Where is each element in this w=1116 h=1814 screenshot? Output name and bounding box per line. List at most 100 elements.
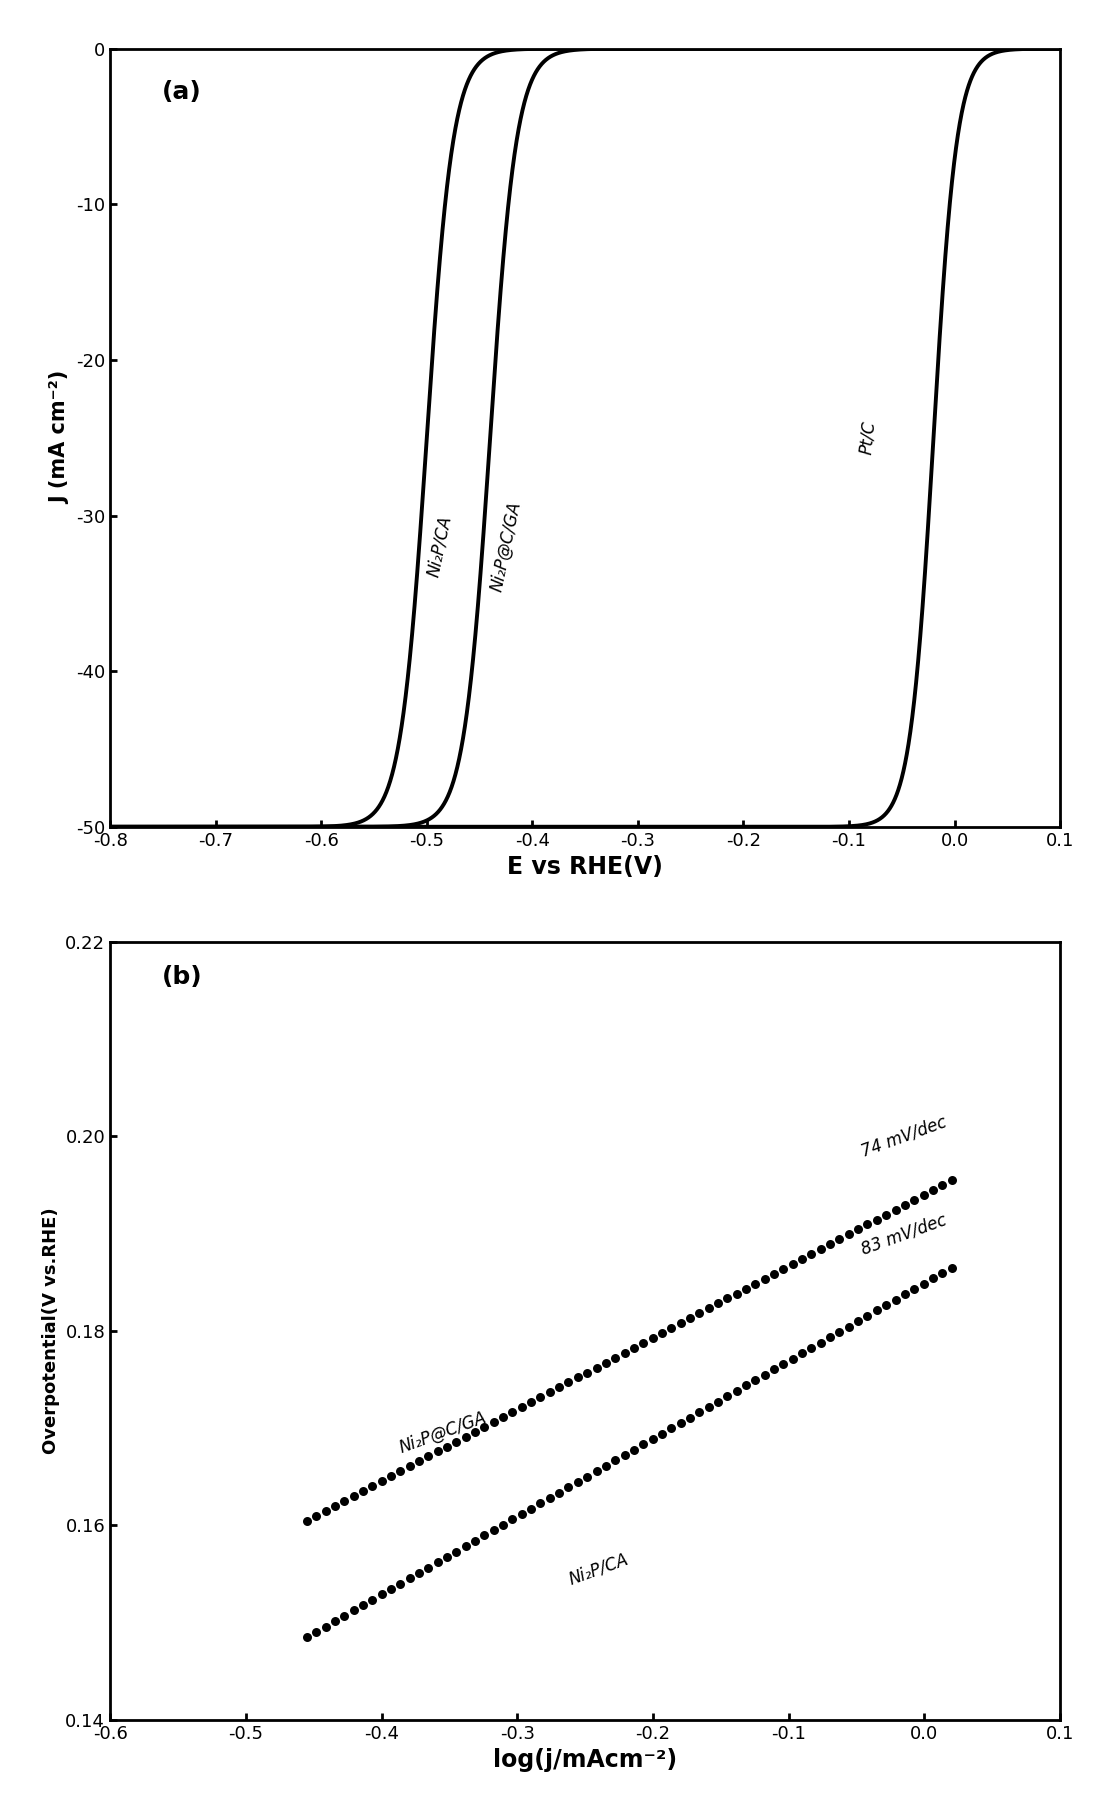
- Point: [700, 1293, 718, 1322]
- Point: [364, 1585, 382, 1614]
- Point: [709, 1388, 727, 1417]
- Point: [522, 1388, 540, 1417]
- Point: [793, 1244, 811, 1273]
- Point: [886, 1286, 904, 1315]
- Point: [410, 1448, 427, 1477]
- Point: [793, 1339, 811, 1368]
- Point: [578, 1462, 596, 1491]
- Point: [719, 1382, 737, 1411]
- Point: [840, 1219, 858, 1248]
- Point: [616, 1440, 634, 1469]
- Point: [709, 1290, 727, 1319]
- Point: [317, 1497, 335, 1526]
- Point: [644, 1424, 662, 1453]
- Point: [756, 1360, 773, 1390]
- Text: 83 mV/dec: 83 mV/dec: [858, 1210, 949, 1257]
- Point: [728, 1377, 745, 1406]
- Point: [559, 1368, 577, 1397]
- X-axis label: E vs RHE(V): E vs RHE(V): [507, 854, 663, 880]
- Point: [606, 1446, 624, 1475]
- Point: [756, 1264, 773, 1293]
- Point: [896, 1281, 914, 1310]
- Text: Ni₂P@C/GA: Ni₂P@C/GA: [488, 501, 525, 593]
- Point: [868, 1204, 886, 1234]
- Point: [896, 1190, 914, 1219]
- Point: [420, 1442, 437, 1471]
- Point: [588, 1457, 606, 1486]
- Point: [625, 1435, 643, 1464]
- Point: [653, 1419, 671, 1448]
- Point: [439, 1542, 456, 1571]
- Point: [484, 1515, 502, 1544]
- Text: Ni₂P/CA: Ni₂P/CA: [566, 1549, 631, 1589]
- Point: [429, 1547, 446, 1576]
- Point: [672, 1308, 690, 1337]
- Point: [905, 1275, 923, 1304]
- Y-axis label: J (mA cm⁻²): J (mA cm⁻²): [50, 372, 70, 504]
- Point: [456, 1531, 474, 1560]
- Point: [354, 1591, 372, 1620]
- Point: [681, 1402, 699, 1431]
- Point: [448, 1536, 465, 1565]
- Point: [335, 1602, 353, 1631]
- Point: [298, 1624, 316, 1653]
- Point: [541, 1484, 559, 1513]
- Point: [298, 1506, 316, 1535]
- Point: [373, 1580, 391, 1609]
- Point: [858, 1210, 876, 1239]
- Point: [747, 1366, 764, 1395]
- Point: [550, 1373, 568, 1402]
- Point: [569, 1362, 587, 1391]
- Point: [616, 1339, 634, 1368]
- Point: [821, 1322, 839, 1351]
- Point: [466, 1417, 484, 1446]
- Point: [606, 1342, 624, 1371]
- Point: [766, 1355, 783, 1384]
- Point: [410, 1558, 427, 1587]
- X-axis label: log(j/mAcm⁻²): log(j/mAcm⁻²): [493, 1749, 677, 1772]
- Point: [354, 1477, 372, 1506]
- Point: [811, 1328, 829, 1357]
- Point: [775, 1253, 792, 1282]
- Point: [662, 1413, 680, 1442]
- Y-axis label: Overpotential(V vs.RHE): Overpotential(V vs.RHE): [41, 1208, 59, 1455]
- Point: [783, 1250, 801, 1279]
- Point: [634, 1328, 652, 1357]
- Point: [494, 1402, 512, 1431]
- Point: [849, 1306, 867, 1335]
- Point: [662, 1313, 680, 1342]
- Text: Ni₂P@C/GA: Ni₂P@C/GA: [396, 1409, 489, 1457]
- Point: [317, 1613, 335, 1642]
- Point: [737, 1273, 754, 1302]
- Point: [924, 1264, 942, 1293]
- Point: [802, 1333, 820, 1362]
- Point: [775, 1350, 792, 1379]
- Point: [691, 1299, 709, 1328]
- Text: Ni₂P/CA: Ni₂P/CA: [424, 515, 454, 579]
- Point: [494, 1511, 512, 1540]
- Point: [326, 1607, 344, 1636]
- Point: [700, 1393, 718, 1422]
- Point: [401, 1451, 418, 1480]
- Point: [420, 1553, 437, 1582]
- Point: [382, 1575, 400, 1604]
- Point: [766, 1259, 783, 1288]
- Point: [345, 1482, 363, 1511]
- Point: [345, 1596, 363, 1625]
- Point: [484, 1408, 502, 1437]
- Text: (a): (a): [162, 80, 202, 103]
- Point: [597, 1451, 615, 1480]
- Point: [634, 1429, 652, 1458]
- Point: [326, 1491, 344, 1520]
- Point: [513, 1500, 531, 1529]
- Point: [802, 1239, 820, 1268]
- Point: [783, 1344, 801, 1373]
- Point: [597, 1348, 615, 1377]
- Point: [448, 1428, 465, 1457]
- Point: [456, 1422, 474, 1451]
- Point: [382, 1462, 400, 1491]
- Point: [868, 1295, 886, 1324]
- Point: [877, 1290, 895, 1319]
- Point: [886, 1195, 904, 1224]
- Point: [849, 1215, 867, 1244]
